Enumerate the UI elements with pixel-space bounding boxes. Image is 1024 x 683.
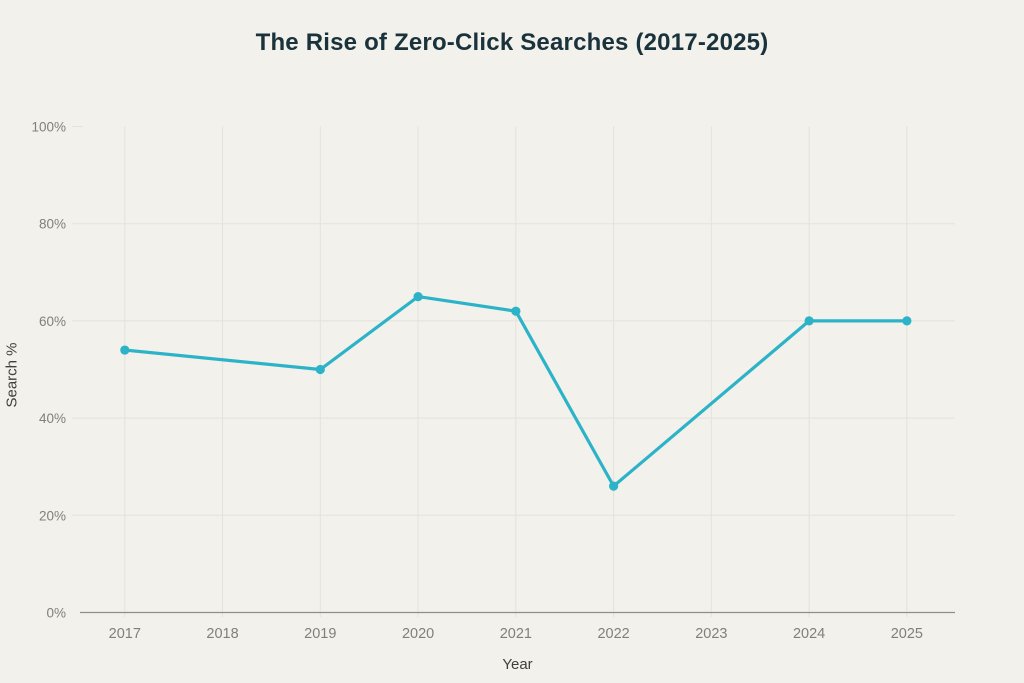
y-tick-label-20: 20% <box>39 508 66 523</box>
data-point-2024 <box>804 316 814 326</box>
x-tick-label-2017: 2017 <box>109 626 141 642</box>
x-axis-title: Year <box>502 656 533 673</box>
x-tick-label-2019: 2019 <box>304 626 336 642</box>
y-tick-label-60: 60% <box>39 314 66 329</box>
data-point-2020 <box>413 292 423 302</box>
x-tick-label-2021: 2021 <box>500 626 532 642</box>
x-tick-label-2025: 2025 <box>891 626 923 642</box>
x-tick-label-2023: 2023 <box>695 626 727 642</box>
series-zero-click-searches <box>120 292 912 491</box>
data-point-2019 <box>315 364 325 375</box>
data-point-2017 <box>120 345 130 355</box>
y-tick-label-80: 80% <box>39 217 66 232</box>
chart-title: The Rise of Zero-Click Searches (2017-20… <box>255 29 769 56</box>
vertical-gridlines <box>124 126 908 617</box>
x-tick-label-2022: 2022 <box>597 626 629 642</box>
data-point-2022 <box>609 481 619 491</box>
x-tick-label-2020: 2020 <box>402 626 434 642</box>
y-tick-label-0: 0% <box>46 606 66 621</box>
x-tick-labels: 2017 2018 2019 2020 2021 2022 2023 2024 2025 <box>109 626 923 642</box>
y-axis-title: Search % <box>3 342 21 408</box>
y-tick-label-100: 100% <box>31 120 66 135</box>
x-tick-label-2018: 2018 <box>206 626 238 642</box>
data-point-2025 <box>902 316 912 326</box>
data-point-2021 <box>511 306 521 316</box>
y-tick-label-40: 40% <box>39 411 66 426</box>
x-tick-label-2024: 2024 <box>793 626 825 642</box>
y-tick-labels: 0% 20% 40% 60% 80% 100% <box>31 120 66 621</box>
